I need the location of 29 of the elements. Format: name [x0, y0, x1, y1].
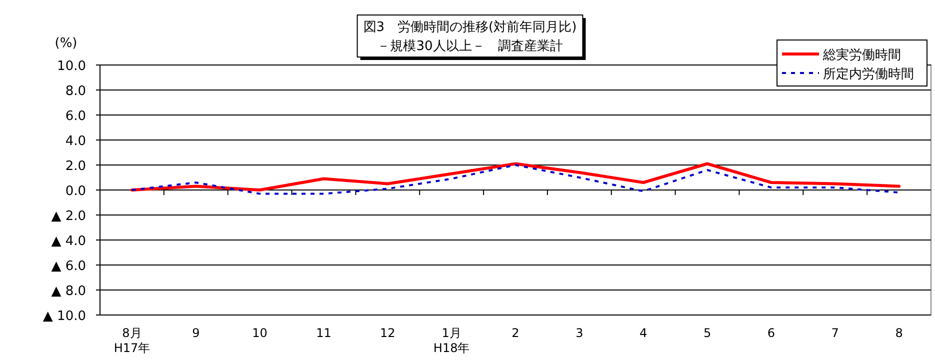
x-tick-label: 1月 H18年	[433, 326, 470, 355]
chart-subtitle: －規模30人以上－ 調査産業計	[377, 38, 563, 54]
x-tick-label: 10	[252, 326, 268, 340]
y-tick-label: ▲ 4.0	[51, 234, 86, 249]
x-tick-label: 2	[512, 326, 520, 340]
y-tick-label: 4.0	[65, 134, 86, 149]
y-tick-label: 10.0	[57, 59, 86, 74]
x-tick-label: 12	[380, 326, 396, 340]
chart-title: 図3 労働時間の推移(対前年同月比)	[363, 19, 577, 35]
y-tick-label: 2.0	[65, 159, 86, 174]
x-tick-label: 5	[703, 326, 712, 340]
x-tick-label: 8	[895, 326, 903, 340]
x-tick-label: 8月 H17年	[114, 326, 150, 355]
x-tick-label: 3	[576, 326, 584, 340]
y-tick-label: 0.0	[65, 184, 86, 199]
y-axis-title: (%)	[54, 36, 78, 51]
y-tick-label: ▲ 2.0	[51, 209, 86, 224]
x-tick-label: 9	[192, 326, 200, 340]
y-tick-label: 8.0	[65, 84, 86, 99]
y-tick-label: ▲ 6.0	[51, 259, 86, 274]
y-tick-label: ▲ 8.0	[51, 284, 86, 299]
x-tick-label: 7	[831, 326, 839, 340]
x-tick-label: 6	[767, 326, 776, 340]
x-tick-label: 11	[316, 326, 332, 340]
x-tick-label: 4	[640, 326, 648, 340]
y-tick-label: ▲ 10.0	[42, 309, 86, 324]
legend-label: 総実労働時間	[822, 47, 901, 63]
legend-label: 所定内労働時間	[823, 67, 914, 82]
y-tick-label: 6.0	[65, 109, 86, 124]
